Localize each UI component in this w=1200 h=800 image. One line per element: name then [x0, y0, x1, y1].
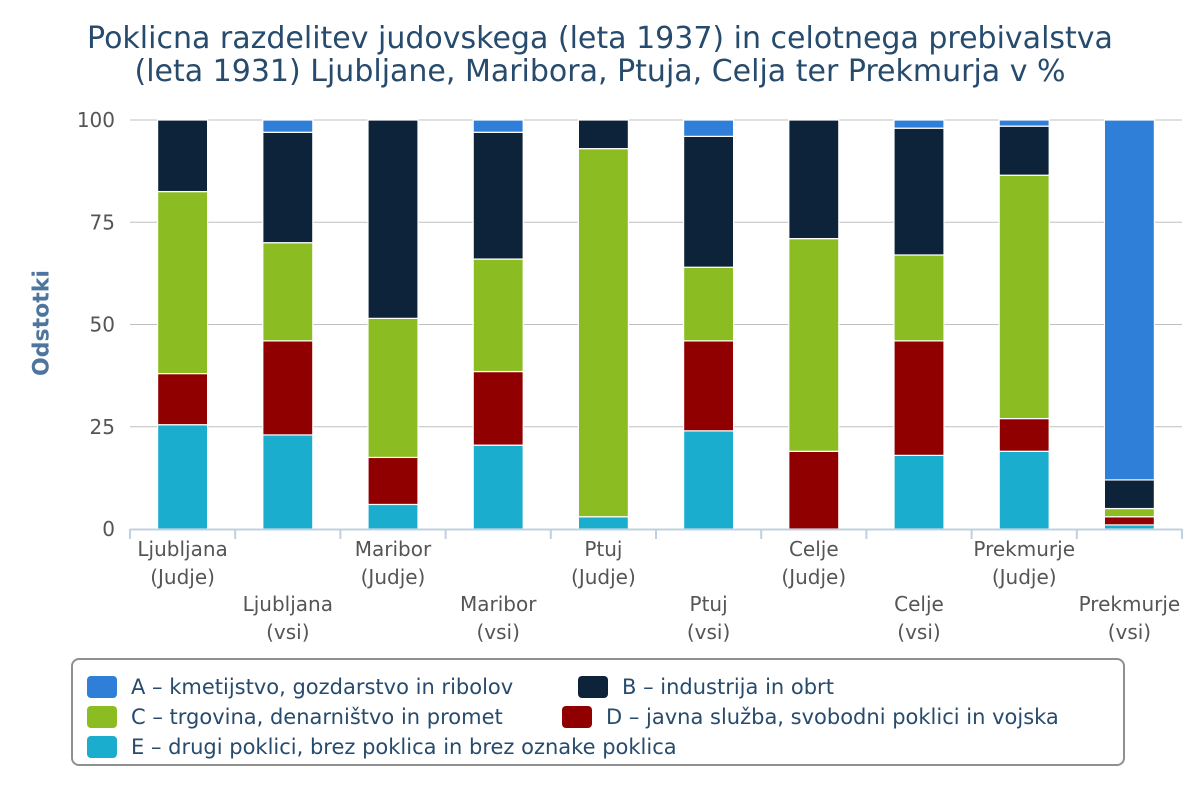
bar-segment-10-4 [1103, 479, 1156, 510]
x-tick-label-2-line-1: Ljubljana [243, 592, 333, 616]
x-tick-label-5-line-2: (Judje) [571, 565, 636, 589]
bar-segment-10-5 [1103, 119, 1156, 481]
y-tick-label-50: 50 [90, 313, 115, 337]
legend-label-e: E – drugi poklici, brez poklica in brez … [131, 735, 677, 759]
bar-segment-10-1 [1103, 524, 1156, 530]
x-tick-label-3-line-1: Maribor [355, 537, 432, 561]
bar-segment-3-4 [367, 119, 419, 319]
bar-segment-1-2 [157, 372, 209, 426]
bar-segment-2-3 [262, 242, 314, 342]
bar-segment-4-3 [472, 258, 524, 373]
x-tick-label-8-line-1: Celje [894, 592, 944, 616]
bar-segment-1-3 [157, 190, 209, 375]
legend-item-c[interactable]: C – trgovina, denarništvo in promet [87, 704, 503, 730]
y-tick-label-100: 100 [77, 108, 115, 132]
bar-segment-2-2 [262, 340, 314, 436]
bar-segment-3-1 [367, 503, 419, 530]
bar-segment-4-2 [472, 370, 524, 446]
x-tick-label-10-line-1: Prekmurje [1079, 592, 1181, 616]
bar-segment-3-2 [367, 456, 419, 506]
y-tick-label-0: 0 [102, 517, 115, 541]
chart-title-line-2: (leta 1931) Ljubljane, Maribora, Ptuja, … [134, 54, 1066, 89]
bar-segment-7-2 [788, 450, 840, 530]
x-tick-label-2-line-2: (vsi) [266, 620, 309, 644]
bar-segment-4-1 [472, 444, 524, 530]
y-tick-label-75: 75 [90, 210, 115, 234]
x-tick-label-7-line-1: Celje [789, 537, 839, 561]
legend-swatch-a [87, 676, 117, 698]
bar-segment-8-2 [893, 340, 945, 456]
legend-label-a: A – kmetijstvo, gozdarstvo in ribolov [131, 675, 514, 699]
bar-segment-2-4 [262, 131, 314, 244]
legend-item-d[interactable]: D – javna služba, svobodni poklici in vo… [562, 704, 1059, 730]
bar-segment-1-4 [157, 119, 209, 193]
bar-segment-6-3 [682, 266, 735, 342]
bar-segment-1-1 [157, 424, 209, 530]
x-tick-label-3-line-2: (Judje) [361, 565, 426, 589]
legend-swatch-d [562, 706, 592, 728]
bar-segment-9-2 [998, 417, 1050, 452]
legend-label-b: B – industrija in obrt [622, 675, 834, 699]
bar-segment-8-5 [893, 119, 945, 129]
legend-item-b[interactable]: B – industrija in obrt [578, 674, 834, 700]
bar-segment-9-3 [998, 174, 1050, 420]
x-tick-label-6-line-2: (vsi) [687, 620, 730, 644]
bar-segment-9-4 [998, 125, 1050, 176]
x-tick-label-6-line-1: Ptuj [690, 592, 728, 616]
legend-item-e[interactable]: E – drugi poklici, brez poklica in brez … [87, 734, 677, 760]
x-tick-label-8-line-2: (vsi) [897, 620, 940, 644]
x-tick-label-5-line-1: Ptuj [584, 537, 622, 561]
bar-segment-9-5 [998, 119, 1050, 127]
bar-segment-8-3 [893, 254, 945, 342]
x-tick-label-4-line-2: (vsi) [476, 620, 519, 644]
bar-segment-8-1 [893, 454, 945, 530]
x-tick-label-10-line-2: (vsi) [1108, 620, 1151, 644]
y-tick-label-25: 25 [90, 415, 115, 439]
bar-segment-10-2 [1103, 516, 1156, 526]
legend-item-a[interactable]: A – kmetijstvo, gozdarstvo in ribolov [87, 674, 513, 700]
bar-segment-6-5 [682, 119, 735, 137]
legend-swatch-c [87, 706, 117, 728]
bar-segment-2-1 [262, 434, 314, 530]
bar-segment-7-4 [788, 119, 840, 240]
bar-segment-10-3 [1103, 507, 1156, 518]
bar-segment-6-2 [682, 340, 735, 432]
x-tick-label-9-line-1: Prekmurje [973, 537, 1075, 561]
bar-segment-7-3 [788, 238, 840, 452]
bar-segment-9-1 [998, 450, 1050, 530]
x-tick-label-1-line-1: Ljubljana [137, 537, 227, 561]
x-tick-label-7-line-2: (Judje) [781, 565, 846, 589]
bar-segment-6-4 [682, 135, 735, 268]
bar-segment-3-3 [367, 317, 419, 459]
x-tick-label-4-line-1: Maribor [460, 592, 537, 616]
legend: A – kmetijstvo, gozdarstvo in ribolov B … [71, 658, 1125, 766]
bar-segment-4-4 [472, 131, 524, 260]
bar-segment-5-3 [577, 148, 630, 518]
x-tick-label-9-line-2: (Judje) [992, 565, 1057, 589]
legend-label-c: C – trgovina, denarništvo in promet [131, 705, 503, 729]
legend-swatch-b [578, 676, 608, 698]
bar-segment-5-4 [577, 119, 630, 150]
bar-segment-8-4 [893, 127, 945, 256]
legend-label-d: D – javna služba, svobodni poklici in vo… [606, 705, 1059, 729]
chart-title-line-1: Poklicna razdelitev judovskega (leta 193… [87, 21, 1113, 56]
bar-segment-6-1 [682, 430, 735, 530]
bar-segment-4-5 [472, 119, 524, 133]
chart-title: Poklicna razdelitev judovskega (leta 193… [0, 22, 1200, 88]
bar-segment-2-5 [262, 119, 314, 133]
bar-segment-5-1 [577, 516, 630, 530]
legend-swatch-e [87, 736, 117, 758]
x-tick-label-1-line-2: (Judje) [150, 565, 215, 589]
